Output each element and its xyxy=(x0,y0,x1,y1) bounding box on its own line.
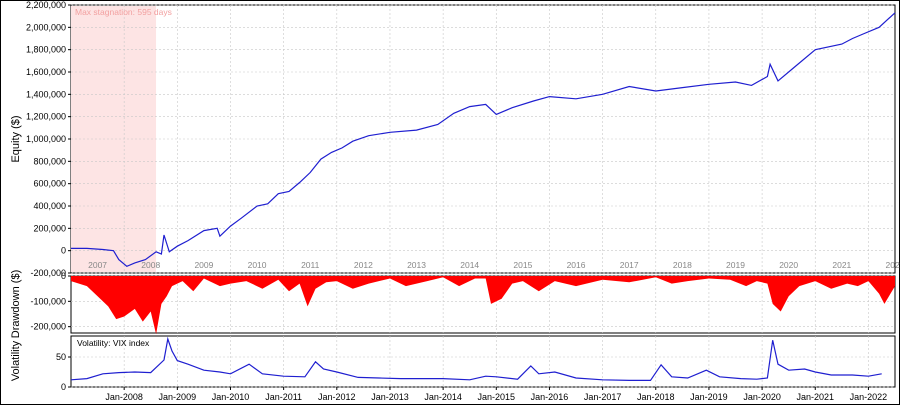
equity-gridlines xyxy=(71,4,895,274)
x-tick-label: Jan-2018 xyxy=(637,392,675,402)
y-tick-label: -100,000 xyxy=(30,296,66,306)
year-label: 2007 xyxy=(88,260,107,270)
drawdown-area xyxy=(71,276,895,335)
year-label: 2019 xyxy=(726,260,745,270)
equity-y-ticks: -200,0000200,000400,000600,000800,0001,0… xyxy=(26,1,71,278)
year-label: 2015 xyxy=(513,260,532,270)
x-tick-label: Jan-2019 xyxy=(690,392,728,402)
y-tick-label: 0 xyxy=(61,382,66,392)
y-tick-label: 1,800,000 xyxy=(26,45,66,55)
x-tick-label: Jan-2008 xyxy=(105,392,143,402)
stagnation-annotation: Max stagnation: 595 days xyxy=(75,7,172,17)
equity-line xyxy=(71,12,896,267)
volatility-ylabel: Volatility xyxy=(10,340,22,381)
x-tick-label: Jan-2022 xyxy=(850,392,888,402)
year-label: 2013 xyxy=(407,260,426,270)
x-tick-label: Jan-2012 xyxy=(318,392,356,402)
equity-ylabel: Equity ($) xyxy=(10,115,22,162)
year-label: 2011 xyxy=(301,260,320,270)
year-label: 2022 xyxy=(886,260,900,270)
y-tick-label: 0 xyxy=(61,246,66,256)
x-tick-label: Jan-2016 xyxy=(531,392,569,402)
y-tick-label: -200,000 xyxy=(30,268,66,278)
drawdown-ylabel: Drawdown ($) xyxy=(10,270,22,338)
equity-panel: 2007 2008 2009 2010 2011 2012 2013 2014 2015 2016… xyxy=(10,1,900,278)
volatility-legend: Volatility: VIX index xyxy=(77,338,150,348)
y-tick-label: 2,200,000 xyxy=(26,1,66,10)
year-label: 2018 xyxy=(673,260,692,270)
y-tick-label: -200,000 xyxy=(30,322,66,332)
volatility-panel: Volatility: VIX index 0 50 Volatility Jan… xyxy=(10,335,896,402)
x-tick-label: Jan-2011 xyxy=(265,392,302,402)
y-tick-label: 0 xyxy=(61,271,66,281)
drawdown-panel: -200,000 -100,000 0 Drawdown ($) xyxy=(10,270,896,338)
y-tick-label: 400,000 xyxy=(33,201,66,211)
drawdown-y-ticks: -200,000 -100,000 0 xyxy=(30,271,71,332)
y-tick-label: 1,400,000 xyxy=(26,89,66,99)
year-label: 2014 xyxy=(460,260,479,270)
y-tick-label: 50 xyxy=(56,352,66,362)
y-tick-label: 600,000 xyxy=(33,179,66,189)
y-tick-label: 1,600,000 xyxy=(26,67,66,77)
x-axis-ticks: Jan-2008 Jan-2009 Jan-2010 Jan-2011 Jan-2012… xyxy=(105,387,887,402)
y-tick-label: 2,000,000 xyxy=(26,22,66,32)
year-label: 2021 xyxy=(832,260,851,270)
equity-year-labels: 2007 2008 2009 2010 2011 2012 2013 2014 2015 2016… xyxy=(88,260,900,270)
y-tick-label: 1,000,000 xyxy=(26,134,66,144)
x-tick-label: Jan-2009 xyxy=(159,392,197,402)
year-label: 2009 xyxy=(194,260,213,270)
volatility-line xyxy=(70,336,882,381)
year-label: 2008 xyxy=(141,260,160,270)
x-tick-label: Jan-2010 xyxy=(212,392,250,402)
year-label: 2017 xyxy=(620,260,639,270)
x-tick-label: Jan-2014 xyxy=(424,392,462,402)
year-label: 2016 xyxy=(567,260,586,270)
volatility-gridlines xyxy=(71,336,895,388)
x-tick-label: Jan-2020 xyxy=(743,392,781,402)
stagnation-band xyxy=(71,6,157,272)
year-label: 2010 xyxy=(248,260,267,270)
y-tick-label: 200,000 xyxy=(33,223,66,233)
year-label: 2012 xyxy=(354,260,373,270)
x-tick-label: Jan-2013 xyxy=(371,392,409,402)
y-tick-label: 800,000 xyxy=(33,156,66,166)
volatility-y-ticks: 0 50 xyxy=(56,352,71,392)
x-tick-label: Jan-2015 xyxy=(478,392,516,402)
year-label: 2020 xyxy=(779,260,798,270)
y-tick-label: 1,200,000 xyxy=(26,112,66,122)
x-tick-label: Jan-2021 xyxy=(796,392,834,402)
x-tick-label: Jan-2017 xyxy=(584,392,622,402)
